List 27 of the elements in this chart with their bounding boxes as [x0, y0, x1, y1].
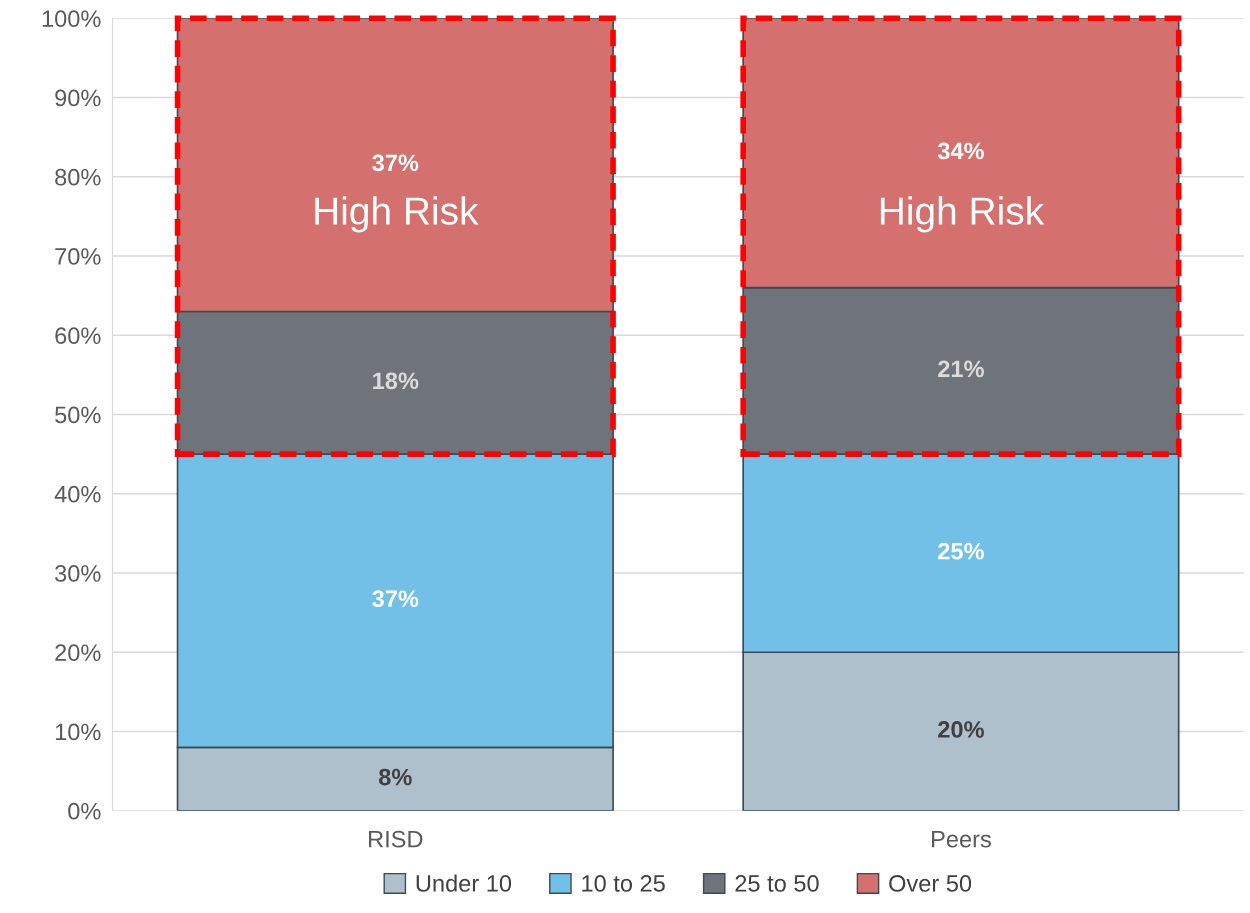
- y-tick-label: 20%: [55, 644, 101, 662]
- y-tick-label: 0%: [68, 802, 101, 820]
- y-tick-label: 90%: [55, 89, 101, 107]
- x-tick-label: RISD: [369, 830, 423, 848]
- annotation: High Risk: [315, 196, 479, 233]
- data-label: 21%: [938, 360, 984, 378]
- legend-label: Under 10: [416, 874, 512, 892]
- y-tick-label: 40%: [54, 485, 101, 503]
- data-label: 25%: [938, 542, 984, 560]
- y-tick-label: 70%: [55, 248, 101, 265]
- data-label: 37%: [372, 154, 419, 172]
- legend-label: 10 to 25: [582, 875, 665, 892]
- y-tick-label: 30%: [55, 565, 101, 582]
- legend-label: Over 50: [889, 875, 972, 892]
- data-label: 8%: [379, 768, 412, 786]
- y-tick-label: 100%: [42, 10, 101, 28]
- data-label: 20%: [938, 721, 984, 738]
- data-label: 37%: [372, 590, 419, 608]
- y-tick-label: 10%: [55, 723, 101, 741]
- data-label: 18%: [373, 372, 419, 390]
- data-label: 34%: [937, 142, 984, 160]
- y-tick-label: 50%: [55, 406, 101, 424]
- annotation: High Risk: [880, 196, 1045, 233]
- y-tick-label: 60%: [55, 327, 101, 345]
- y-tick-label: 80%: [55, 168, 101, 186]
- x-tick-label: Peers: [932, 831, 991, 848]
- legend-label: 25 to 50: [735, 875, 819, 892]
